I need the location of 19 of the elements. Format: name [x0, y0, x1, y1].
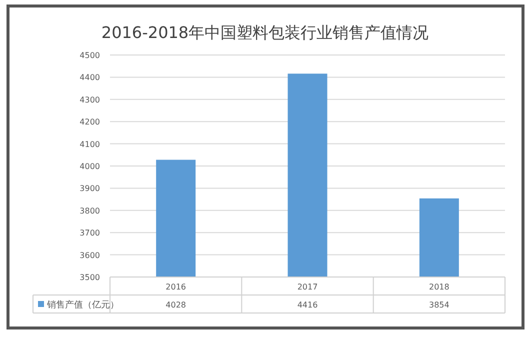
- y-tick-label: 3800: [80, 206, 100, 216]
- data-label: 4416: [297, 300, 318, 310]
- y-tick-label: 3600: [80, 250, 100, 260]
- x-tick-label: 2016: [166, 282, 186, 292]
- y-tick-label: 4400: [80, 73, 100, 82]
- y-tick-label: 3500: [80, 273, 100, 282]
- x-tick-label: 2017: [297, 282, 318, 292]
- y-tick-label: 4500: [80, 51, 100, 60]
- chart-title: 2016-2018年中国塑料包装行业销售产值情况: [101, 23, 429, 42]
- y-tick-label: 4300: [80, 95, 100, 104]
- x-tick-label: 2018: [428, 282, 450, 292]
- legend-label: 销售产值（亿元）: [46, 300, 119, 310]
- y-tick-label: 4200: [80, 118, 100, 127]
- y-tick-label: 3700: [80, 228, 100, 238]
- data-label: 4028: [166, 300, 186, 310]
- data-label: 3854: [428, 300, 450, 310]
- y-tick-label: 4100: [80, 140, 100, 149]
- y-tick-label: 3900: [80, 184, 100, 194]
- y-tick-label: 4000: [80, 162, 100, 171]
